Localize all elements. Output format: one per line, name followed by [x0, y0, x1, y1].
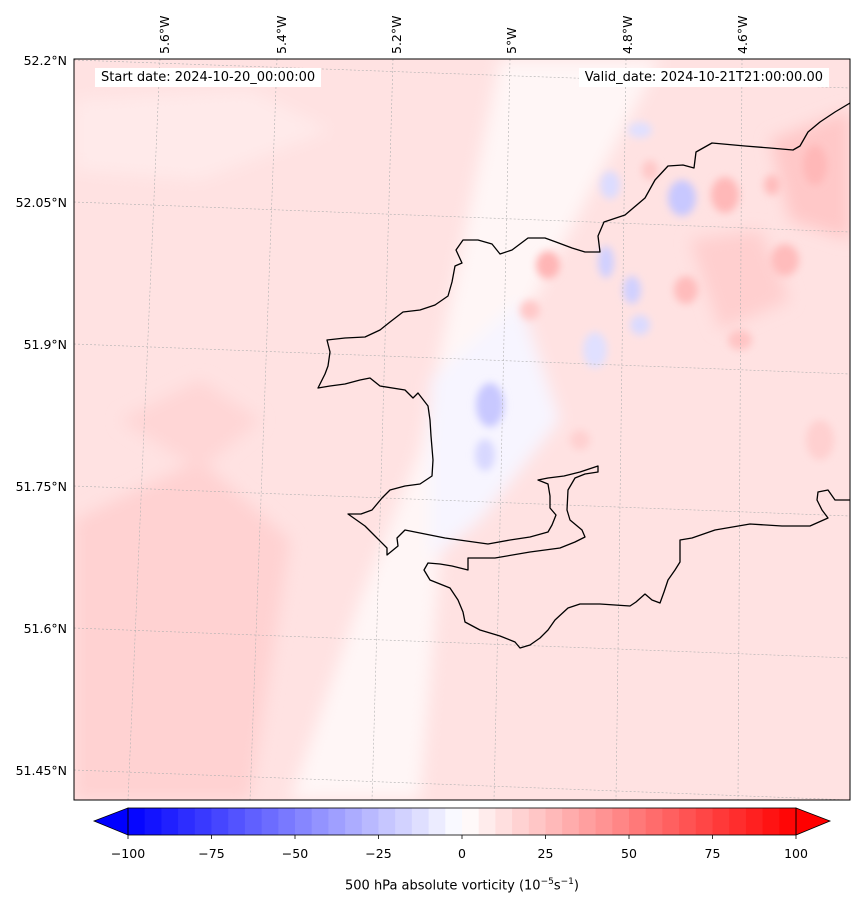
colorbar-segment	[512, 808, 530, 835]
colorbar-segment	[495, 808, 513, 835]
graticule	[74, 59, 850, 800]
colorbar-segment	[712, 808, 730, 835]
colorbar-label: 500 hPa absolute vorticity (10−5s−1)	[0, 877, 859, 893]
lon-tick-label: 4.8°W	[620, 16, 635, 55]
colorbar-tick-label: 0	[458, 846, 466, 861]
colorbar-segment	[762, 808, 780, 835]
lon-tick-labels: 5.6°W 5.4°W 5.2°W 5°W 4.8°W 4.6°W	[157, 16, 750, 55]
vorticity-cells	[475, 122, 834, 471]
lat-tick-label: 52.2°N	[24, 53, 67, 68]
colorbar-extend-max	[795, 807, 832, 836]
colorbar-tick-label: −50	[282, 846, 308, 861]
valid-date-label: Valid_date: 2024-10-21T21:00:00.00	[578, 68, 829, 87]
lat-tick-label: 52.05°N	[16, 195, 67, 210]
lat-tick-label: 51.6°N	[24, 621, 67, 636]
colorbar-segment	[562, 808, 580, 835]
lon-tick-label: 5.4°W	[274, 16, 289, 55]
colorbar-segment	[361, 808, 380, 835]
colorbar-ticks: −100 −75 −50 −25 0 25 50 75 100	[111, 835, 808, 861]
colorbar-tick-label: −100	[111, 846, 145, 861]
colorbar-extend-min	[92, 807, 129, 836]
colorbar-label-prefix: 500 hPa absolute vorticity (10	[345, 878, 541, 894]
lon-tick-label: 5°W	[504, 27, 519, 54]
colorbar-segment	[745, 808, 764, 835]
colorbar-segment	[144, 808, 162, 835]
colorbar-segment	[194, 808, 213, 835]
map-frame	[73, 58, 851, 801]
colorbar-tick-label: 25	[538, 846, 554, 861]
colorbar-segment	[478, 808, 496, 835]
colorbar-segment	[445, 808, 463, 835]
colorbar-segment	[779, 808, 797, 835]
colorbar-segment	[428, 808, 446, 835]
colorbar-segment	[228, 808, 246, 835]
colorbar-segment	[161, 808, 179, 835]
colorbar-segment	[595, 808, 613, 835]
colorbar-segment	[311, 808, 329, 835]
colorbar-segment	[645, 808, 663, 835]
coastline-north	[317, 102, 850, 649]
colorbar-segment	[261, 808, 279, 835]
colorbar-segment	[211, 808, 229, 835]
colorbar-segment	[662, 808, 680, 835]
colorbar-segment	[295, 808, 313, 835]
colorbar-segment	[629, 808, 647, 835]
colorbar-segment	[128, 808, 146, 835]
lat-tick-label: 51.75°N	[16, 479, 67, 494]
coastline	[317, 102, 850, 649]
colorbar-segment	[395, 808, 413, 835]
lat-tick-label: 51.45°N	[16, 763, 67, 778]
colorbar-segment	[679, 808, 697, 835]
colorbar-label-mid: s	[553, 878, 561, 894]
colorbar-tick-label: 75	[705, 846, 721, 861]
colorbar-segment	[729, 808, 747, 835]
vorticity-field-shading	[74, 59, 850, 800]
colorbar-segment	[328, 808, 346, 835]
lon-tick-label: 5.6°W	[157, 16, 172, 55]
colorbar-segment	[278, 808, 296, 835]
colorbar-segment	[528, 808, 547, 835]
colorbar-segment	[244, 808, 263, 835]
colorbar-label-suffix: )	[573, 878, 579, 894]
lat-tick-label: 51.9°N	[24, 337, 67, 352]
lon-tick-label: 5.2°W	[389, 16, 404, 55]
colorbar-segment	[695, 808, 714, 835]
colorbar-tick-label: −75	[198, 846, 224, 861]
colorbar-segment	[378, 808, 396, 835]
colorbar-segment	[411, 808, 430, 835]
colorbar-segment	[178, 808, 196, 835]
colorbar-segment	[545, 808, 563, 835]
colorbar-tick-label: −25	[365, 846, 391, 861]
colorbar-label-exp1: −5	[540, 877, 554, 887]
colorbar-segment	[462, 808, 480, 835]
colorbar-segments	[128, 808, 797, 835]
colorbar: −100 −75 −50 −25 0 25 50 75 100	[92, 807, 832, 861]
map-area	[74, 59, 850, 800]
colorbar-label-exp2: −1	[560, 877, 574, 887]
lat-tick-labels: 52.2°N 52.05°N 51.9°N 51.75°N 51.6°N 51.…	[16, 53, 67, 778]
lon-tick-label: 4.6°W	[735, 16, 750, 55]
colorbar-segment	[345, 808, 363, 835]
colorbar-tick-label: 100	[784, 846, 808, 861]
start-date-label: Start date: 2024-10-20_00:00:00	[95, 68, 322, 87]
colorbar-segment	[578, 808, 597, 835]
colorbar-tick-label: 50	[621, 846, 637, 861]
colorbar-segment	[612, 808, 630, 835]
